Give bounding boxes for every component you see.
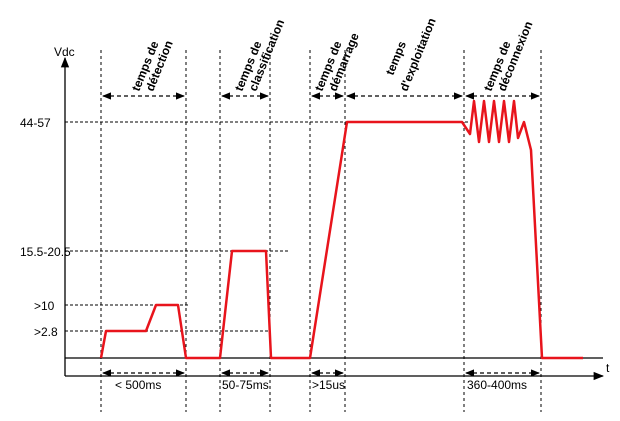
duration-label-classification: 50-75ms — [222, 378, 269, 392]
level-label-gt2.8: >2.8 — [34, 325, 58, 339]
level-label-15.5-20.5: 15.5-20.5 — [20, 245, 71, 259]
duration-label-startup: >15us — [312, 378, 345, 392]
duration-label-detection: < 500ms — [115, 378, 161, 392]
y-axis-label: Vdc — [54, 45, 75, 59]
level-label-44-57: 44-57 — [20, 116, 51, 130]
voltage-signal-trace — [99, 99, 583, 360]
x-axis-label: t — [606, 361, 610, 375]
level-label-gt10: >10 — [34, 299, 55, 313]
duration-label-disconnect: 360-400ms — [467, 378, 527, 392]
